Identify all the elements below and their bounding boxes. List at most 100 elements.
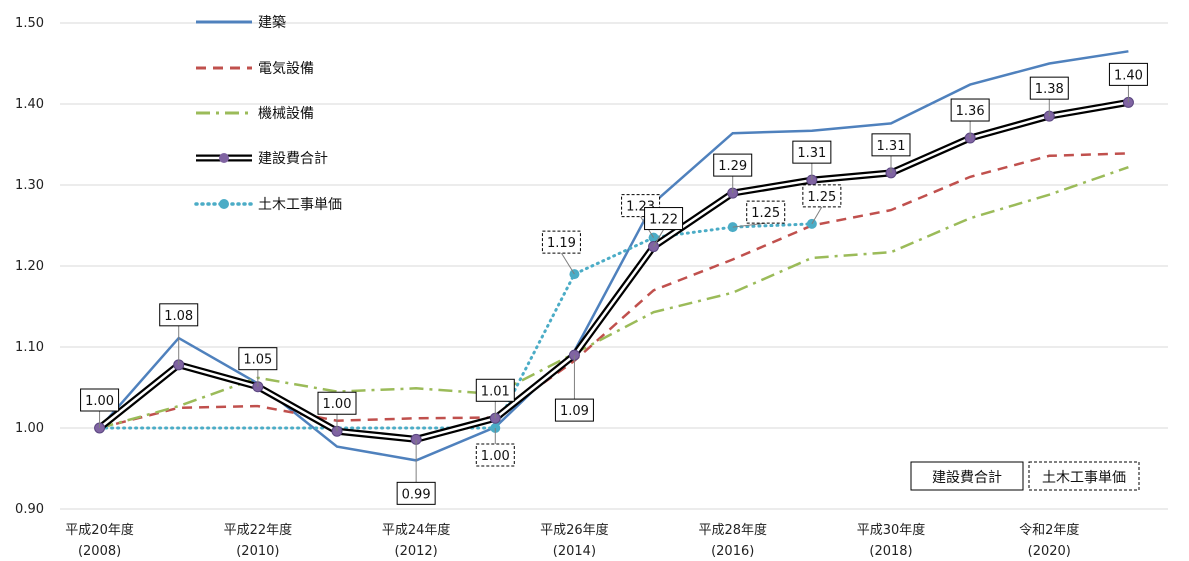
legend-marker [219,153,229,163]
x-tick-label: 平成28年度 [698,522,767,538]
legend-item: 電気設備 [196,61,314,77]
x-tick-label: 平成22年度 [224,522,293,538]
data-label-box [80,388,120,412]
legend-label: 建設費合計 [258,151,328,167]
data-label-box [802,184,842,208]
legend-item: 土木工事単価 [194,197,342,213]
data-label: 1.00 [80,388,120,428]
y-tick-label: 1.10 [15,340,44,355]
data-label-text: 0.99 [402,487,431,502]
data-label-text: 1.05 [243,353,272,368]
x-tick-label: (2018) [869,544,912,559]
data-label-box [746,200,786,224]
y-tick-label: 0.90 [15,502,44,517]
key-box-doboku: 土木工事単価 [1028,461,1140,491]
x-tick-label: 平成30年度 [857,522,926,538]
key-box-label: 建設費合計 [932,470,1002,486]
data-label-text: 1.00 [85,394,114,409]
data-label-box [871,133,911,157]
legend-label: 建築 [258,15,286,31]
data-label-box [238,347,278,371]
data-label: 1.38 [1029,76,1069,117]
data-label: 1.00 [317,391,357,432]
x-tick-label: 平成24年度 [382,522,451,538]
data-label: 1.29 [713,153,753,194]
x-tick-label: (2012) [395,544,438,559]
legend-marker [219,199,229,209]
key-box-frame [1028,461,1140,491]
data-label-box [317,391,357,415]
data-label-box [475,378,515,402]
data-label-box [554,398,594,422]
y-tick-label: 1.20 [15,259,44,274]
x-tick-label: 令和2年度 [1019,522,1079,538]
data-label-box [792,140,832,164]
data-label: 1.36 [950,98,990,139]
series-line-kikai [99,166,1129,430]
y-tick-label: 1.50 [15,16,44,31]
data-label-text: 1.40 [1114,68,1143,83]
data-label: 1.25 [732,200,786,228]
x-tick-label: 平成26年度 [540,522,609,538]
key-box-frame [910,461,1024,491]
data-label: 1.22 [644,207,684,247]
data-label-text: 1.00 [481,449,510,464]
data-label-leader [561,252,575,275]
data-label: 1.19 [541,230,581,275]
data-label-box [1029,76,1069,100]
series-line-denki [99,152,1129,430]
x-tick-label: 平成20年度 [65,522,134,538]
data-label-text: 1.38 [1035,82,1064,97]
data-label: 0.99 [396,439,436,505]
x-tick-label: (2020) [1028,544,1071,559]
data-label: 1.08 [159,303,199,365]
data-label-box [644,207,684,231]
data-label-text: 1.25 [807,190,836,205]
data-label-box [950,98,990,122]
legend-label: 土木工事単価 [258,197,342,213]
data-label-text: 1.09 [560,404,589,419]
data-label-leader [811,206,823,225]
legend-label: 機械設備 [258,106,314,122]
data-label-text: 1.25 [751,206,780,221]
data-label: 1.40 [1108,62,1148,103]
data-label: 1.05 [238,347,278,387]
x-tick-label: (2008) [78,544,121,559]
series-line-total-inner [98,101,1129,441]
data-label: 1.00 [475,428,515,467]
data-label-box [541,230,581,254]
data-label-leader [732,222,766,228]
y-tick-label: 1.30 [15,178,44,193]
legend-item: 機械設備 [196,106,314,122]
data-label-box [475,443,515,467]
data-label-leader [653,229,665,247]
key-box-total: 建設費合計 [910,461,1024,491]
data-label: 1.09 [554,355,594,422]
x-tick-label: (2010) [236,544,279,559]
legend-item: 建築 [196,15,286,31]
data-label-box [1108,62,1148,86]
x-tick-label: (2014) [553,544,596,559]
data-label-text: 1.31 [797,146,826,161]
data-label: 1.31 [871,133,911,173]
data-label-text: 1.31 [877,139,906,154]
y-tick-label: 1.40 [15,97,44,112]
data-label: 1.31 [792,140,832,181]
data-label-text: 1.29 [718,159,747,174]
data-label-text: 1.22 [649,213,678,228]
data-label-text: 1.08 [164,309,193,324]
key-box-label: 土木工事単価 [1042,470,1126,486]
data-label: 1.25 [802,184,842,225]
data-label: 1.01 [475,378,515,419]
data-label-box [713,153,753,177]
data-label-text: 1.36 [956,104,985,119]
data-label-text: 1.00 [323,397,352,412]
data-label-text: 1.19 [547,236,576,251]
series-line-doboku [98,222,814,430]
legend-label: 電気設備 [258,61,314,77]
data-label-text: 1.01 [481,384,510,399]
y-tick-label: 1.00 [15,421,44,436]
x-tick-label: (2016) [711,544,754,559]
data-label-box [159,303,199,327]
